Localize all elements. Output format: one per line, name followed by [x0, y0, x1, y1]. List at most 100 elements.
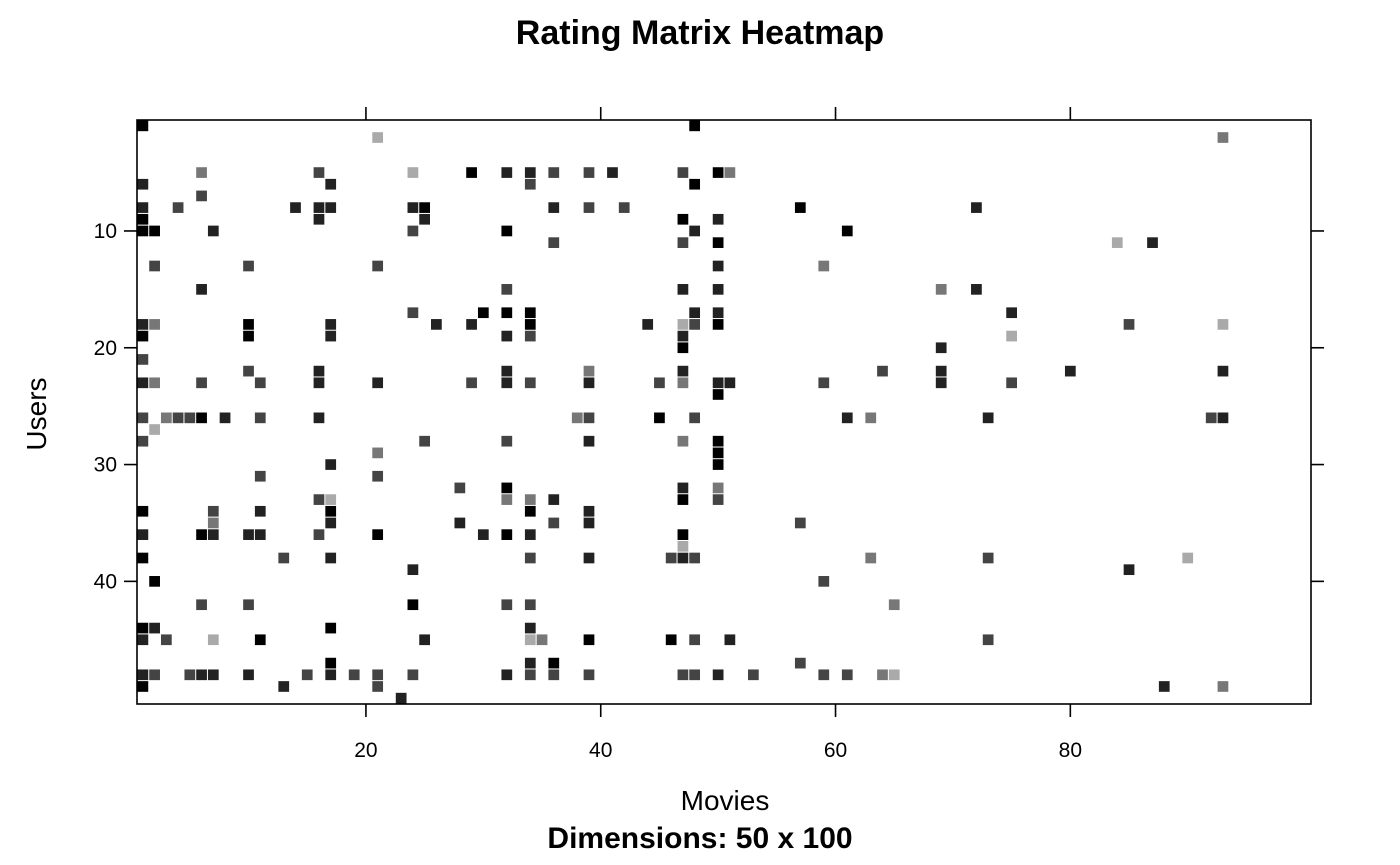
heatmap-cell — [677, 213, 689, 225]
heatmap-cell — [149, 319, 160, 330]
heatmap-cell — [524, 307, 536, 319]
y-tick-label: 10 — [94, 220, 117, 243]
heatmap-cell — [548, 494, 560, 505]
x-tick-label: 80 — [1059, 739, 1082, 762]
heatmap-cell — [372, 470, 384, 482]
heatmap-cell — [501, 599, 513, 611]
heatmap-cell — [583, 167, 595, 178]
heatmap-cell — [654, 412, 665, 424]
heatmap-cell — [419, 213, 430, 225]
x-tick-label: 40 — [589, 739, 612, 762]
heatmap-cell — [137, 529, 149, 540]
heatmap-cell — [254, 505, 266, 517]
heatmap-cell — [689, 412, 701, 424]
y-axis-label: Users — [21, 377, 52, 450]
heatmap-cell — [325, 657, 337, 669]
heatmap-cell — [583, 202, 595, 213]
heatmap-cell — [325, 319, 337, 330]
heatmap-cell — [583, 517, 595, 529]
heatmap-cell — [677, 540, 689, 552]
heatmap-cell — [712, 377, 724, 389]
heatmap-cell — [407, 669, 419, 681]
heatmap-cell — [524, 657, 536, 669]
heatmap-cell — [325, 622, 337, 634]
heatmap-cell — [712, 389, 724, 400]
heatmap-cell — [935, 342, 947, 354]
heatmap-cell — [818, 576, 830, 587]
heatmap-cell — [982, 634, 994, 646]
heatmap-cell — [372, 132, 384, 143]
heatmap-cell — [724, 167, 736, 178]
heatmap-cell — [1006, 307, 1017, 319]
heatmap-cell — [243, 529, 254, 540]
heatmap-cell — [196, 599, 207, 611]
heatmap-cell — [677, 237, 689, 248]
plot-frame — [136, 119, 1312, 705]
heatmap-cell — [313, 494, 325, 505]
heatmap-cell — [137, 202, 149, 213]
heatmap-cell — [477, 307, 489, 319]
y-tick-label: 40 — [94, 570, 117, 593]
heatmap-cell — [724, 377, 736, 389]
heatmap-cell — [583, 669, 595, 681]
heatmap-cell — [313, 529, 325, 540]
heatmap-cell — [583, 377, 595, 389]
heatmap-cell — [1217, 681, 1229, 692]
heatmap-cell — [160, 634, 172, 646]
heatmap-cell — [419, 202, 430, 213]
heatmap-cell — [254, 470, 266, 482]
heatmap-cell — [407, 167, 419, 178]
heatmap-cell — [712, 482, 724, 494]
heatmap-cell — [501, 225, 513, 237]
heatmap-cell — [137, 435, 149, 447]
heatmap-cell — [137, 330, 149, 342]
heatmap-cell — [207, 634, 219, 646]
heatmap-cell — [196, 167, 207, 178]
heatmap-cell — [243, 330, 254, 342]
heatmap-cell — [712, 213, 724, 225]
heatmap-cell — [207, 529, 219, 540]
heatmap-cell — [501, 167, 513, 178]
heatmap-cell — [571, 412, 583, 424]
heatmap-cell — [548, 517, 560, 529]
heatmap-cell — [935, 284, 947, 295]
heatmap-cell — [325, 459, 337, 470]
heatmap-cell — [888, 599, 900, 611]
heatmap-cell — [207, 517, 219, 529]
heatmap-cell — [137, 225, 149, 237]
heatmap-cell — [1217, 132, 1229, 143]
heatmap-cell — [207, 225, 219, 237]
heatmap-cell — [1006, 377, 1017, 389]
heatmap-cell — [313, 365, 325, 377]
heatmap-cell — [419, 634, 430, 646]
heatmap-cell — [583, 365, 595, 377]
heatmap-cell — [407, 307, 419, 319]
heatmap-cell — [254, 377, 266, 389]
heatmap-cell — [689, 669, 701, 681]
heatmap-cell — [290, 202, 301, 213]
heatmap-cell — [607, 167, 618, 178]
heatmap-cell — [677, 365, 689, 377]
heatmap-cell — [982, 412, 994, 424]
heatmap-cell — [501, 482, 513, 494]
heatmap-cell — [712, 459, 724, 470]
heatmap-cell — [325, 517, 337, 529]
heatmap-cell — [548, 167, 560, 178]
heatmap-cell — [712, 284, 724, 295]
heatmap-cell — [501, 529, 513, 540]
heatmap-cell — [677, 435, 689, 447]
heatmap-cell — [313, 167, 325, 178]
heatmap-cell — [137, 622, 149, 634]
heatmap-cell — [419, 435, 430, 447]
heatmap-cell — [689, 319, 701, 330]
heatmap-cell — [348, 669, 360, 681]
heatmap-cell — [689, 178, 701, 190]
chart-title: Rating Matrix Heatmap — [516, 14, 884, 52]
heatmap-cell — [137, 505, 149, 517]
heatmap-cell — [196, 669, 207, 681]
heatmap-cell — [677, 319, 689, 330]
heatmap-cell — [207, 669, 219, 681]
heatmap-cell — [466, 319, 477, 330]
heatmap-cell — [712, 260, 724, 272]
